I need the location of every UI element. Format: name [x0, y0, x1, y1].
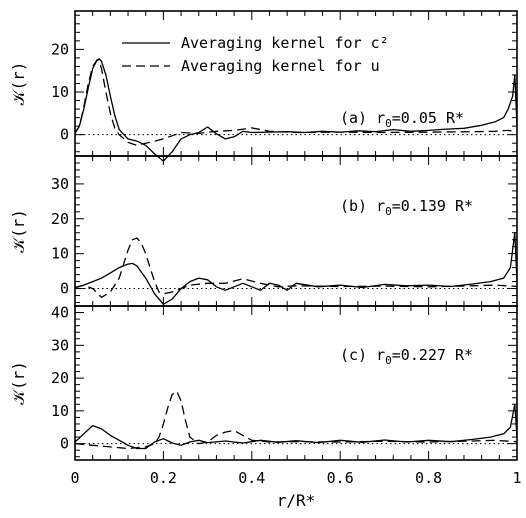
panel-c-frame	[74, 305, 518, 461]
panel-b-ytick-label: 30	[51, 175, 69, 193]
panel-b-ytick-label: 0	[60, 280, 69, 298]
panel-b-u-kernel-line	[74, 237, 518, 298]
panel-a-ytick-label: 20	[51, 40, 69, 58]
xtick-label: 0.4	[238, 469, 265, 487]
panel-c-ytick-label: 0	[60, 435, 69, 453]
panel-c-ytick-label: 10	[51, 402, 69, 420]
xtick-label: 0.2	[150, 469, 177, 487]
panel-b-ylabel: 𝒦(r)	[9, 209, 28, 253]
panel-c-ytick-label: 30	[51, 336, 69, 354]
panel-c-ytick-label: 40	[51, 304, 69, 322]
panel-c-annotation: (c) r0=0.227 R*	[340, 346, 473, 367]
panel-a-ylabel: 𝒦(r)	[9, 62, 28, 106]
panel-a-annotation: (a) r0=0.05 R*	[340, 109, 464, 130]
panel-b-c2-kernel-line	[74, 232, 518, 305]
panel-a-ytick-label: 0	[60, 126, 69, 144]
panel-a-c2-kernel-line	[74, 58, 518, 162]
panel-c-ylabel: 𝒦(r)	[9, 361, 28, 405]
xtick-label: 0.6	[327, 469, 354, 487]
panel-a-ytick-label: 10	[51, 83, 69, 101]
panel-b-annotation: (b) r0=0.139 R*	[340, 197, 473, 218]
panel-c-ytick-label: 20	[51, 369, 69, 387]
legend-c2-label: Averaging kernel for c²	[181, 34, 389, 52]
panel-c-c2-kernel-line	[74, 403, 518, 450]
panel-c-u-kernel-line	[74, 390, 518, 450]
panel-b-ytick-label: 20	[51, 210, 69, 228]
xtick-label: 0.8	[415, 469, 442, 487]
legend-u-label: Averaging kernel for u	[181, 57, 380, 75]
panel-a-u-kernel-line	[74, 59, 518, 146]
xtick-label: 1	[512, 469, 521, 487]
xtick-label: 0	[70, 469, 79, 487]
x-axis-label: r/R*	[277, 491, 316, 510]
panel-b-ytick-label: 10	[51, 245, 69, 263]
